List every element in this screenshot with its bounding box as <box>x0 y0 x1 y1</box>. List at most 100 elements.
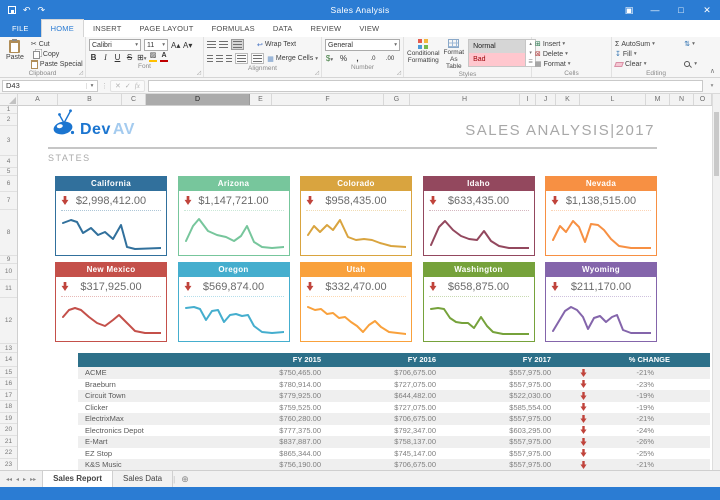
accounting-format-button[interactable]: $▾ <box>325 54 334 63</box>
clear-button[interactable]: Clear ▾ <box>614 59 680 69</box>
comma-style-button[interactable]: , <box>356 54 359 63</box>
row-header-13[interactable]: 13 <box>0 344 17 353</box>
column-header-E[interactable]: E <box>250 94 272 105</box>
enter-formula-icon[interactable]: ✓ <box>124 82 131 90</box>
sheet-tab-sales-report[interactable]: Sales Report <box>42 471 113 487</box>
paste-button[interactable]: Paste <box>3 39 27 62</box>
formula-bar-grip[interactable]: ⋮ <box>101 82 108 90</box>
find-select-button[interactable]: ▾ <box>684 59 697 69</box>
italic-button[interactable]: I <box>104 53 107 62</box>
row-header-1[interactable]: 1 <box>0 106 17 114</box>
row-header-11[interactable]: 11 <box>0 280 17 298</box>
increase-decimal-button[interactable]: .0 <box>370 55 376 62</box>
row-header-15[interactable]: 15 <box>0 367 17 378</box>
redo-icon[interactable]: ↷ <box>37 4 46 15</box>
increase-indent-icon[interactable] <box>251 53 265 64</box>
decrease-decimal-button[interactable]: .00 <box>385 55 395 62</box>
copy-button[interactable]: Copy <box>31 49 83 59</box>
gallery-up-icon[interactable]: ▴ <box>529 41 532 47</box>
column-header-L[interactable]: L <box>580 94 646 105</box>
tab-view[interactable]: VIEW <box>359 24 380 33</box>
close-icon[interactable]: ✕ <box>703 5 711 15</box>
align-top-icon[interactable] <box>207 41 216 48</box>
column-header-C[interactable]: C <box>122 94 146 105</box>
row-header-21[interactable]: 21 <box>0 436 17 447</box>
row-header-7[interactable]: 7 <box>0 192 17 210</box>
delete-cells-button[interactable]: ⊠ Delete ▾ <box>535 50 568 59</box>
decrease-indent-icon[interactable] <box>235 53 249 64</box>
gallery-more-icon[interactable]: ☰ <box>528 59 533 65</box>
insert-function-icon[interactable]: fx <box>134 81 140 90</box>
percent-style-button[interactable]: % <box>339 54 348 63</box>
align-middle-icon[interactable] <box>219 41 228 48</box>
underline-button[interactable]: U <box>114 53 121 62</box>
autosum-button[interactable]: Σ AutoSum ▾ <box>615 40 655 48</box>
row-header-8[interactable]: 8 <box>0 210 17 256</box>
column-header-A[interactable]: A <box>18 94 58 105</box>
tab-formulas[interactable]: FORMULAS <box>211 24 255 33</box>
decrease-font-button[interactable]: A▾ <box>183 40 193 50</box>
align-center-icon[interactable] <box>216 55 223 62</box>
chevron-down-icon[interactable]: ▾ <box>86 82 97 89</box>
number-format-select[interactable]: General ▾ <box>325 39 400 51</box>
cut-button[interactable]: ✂ Cut <box>31 39 83 49</box>
tab-insert[interactable]: INSERT <box>92 24 122 33</box>
format-cells-button[interactable]: ▦ Format ▾ <box>535 60 571 69</box>
prev-sheet-icon[interactable]: ◂ <box>16 476 20 483</box>
undo-icon[interactable]: ↶ <box>23 4 31 15</box>
row-header-5[interactable]: 5 <box>0 168 17 176</box>
row-header-4[interactable]: 4 <box>0 156 17 168</box>
gallery-down-icon[interactable]: ▾ <box>529 50 532 56</box>
save-icon[interactable] <box>8 6 16 14</box>
column-header-K[interactable]: K <box>556 94 580 105</box>
cell-style-bad[interactable]: Bad <box>469 53 526 66</box>
number-dialog-launcher[interactable]: ◿ <box>396 70 401 76</box>
column-header-N[interactable]: N <box>670 94 694 105</box>
font-name-select[interactable]: Calibri ▾ <box>89 39 141 51</box>
column-header-B[interactable]: B <box>58 94 122 105</box>
tab-page-layout[interactable]: PAGE LAYOUT <box>139 24 194 33</box>
new-sheet-icon[interactable]: ⊕ <box>181 473 189 484</box>
align-left-icon[interactable] <box>207 55 214 62</box>
next-sheet-icon[interactable]: ▸ <box>23 476 27 483</box>
first-sheet-icon[interactable]: ◂◂ <box>6 476 13 483</box>
column-header-G[interactable]: G <box>384 94 410 105</box>
row-header-19[interactable]: 19 <box>0 413 17 424</box>
increase-font-button[interactable]: A▴ <box>171 40 181 50</box>
row-header-6[interactable]: 6 <box>0 176 17 192</box>
row-header-18[interactable]: 18 <box>0 401 17 413</box>
cell-style-normal[interactable]: Normal <box>469 40 526 53</box>
row-header-20[interactable]: 20 <box>0 424 17 436</box>
borders-button[interactable]: ⊞▾ <box>137 53 147 62</box>
format-as-table-button[interactable]: Format As Table <box>444 39 464 70</box>
column-header-M[interactable]: M <box>646 94 670 105</box>
name-box[interactable]: D43 ▾ <box>2 79 98 92</box>
tab-review[interactable]: REVIEW <box>310 24 342 33</box>
tab-data[interactable]: DATA <box>272 24 293 33</box>
column-header-F[interactable]: F <box>272 94 384 105</box>
last-sheet-icon[interactable]: ▸▸ <box>30 476 37 483</box>
font-dialog-launcher[interactable]: ◿ <box>196 70 201 76</box>
insert-cells-button[interactable]: ⊞ Insert ▾ <box>535 40 566 49</box>
row-header-9[interactable]: 9 <box>0 256 17 264</box>
clipboard-dialog-launcher[interactable]: ◿ <box>78 70 83 76</box>
align-bottom-icon[interactable] <box>231 39 244 50</box>
tab-file[interactable]: FILE <box>0 20 41 37</box>
row-header-10[interactable]: 10 <box>0 264 17 280</box>
row-header-14[interactable]: 14 <box>0 353 17 367</box>
fill-button[interactable]: ↧ Fill ▾ <box>615 50 637 59</box>
sheet-tab-sales-data[interactable]: Sales Data <box>113 471 174 487</box>
tab-home[interactable]: HOME <box>40 19 84 37</box>
row-header-22[interactable]: 22 <box>0 447 17 459</box>
strikethrough-button[interactable]: S <box>126 53 133 62</box>
wrap-text-button[interactable]: ↩ Wrap Text <box>257 40 296 50</box>
column-header-D[interactable]: D <box>146 94 250 105</box>
minimize-icon[interactable]: — <box>650 5 660 15</box>
font-color-button[interactable]: A <box>160 52 168 62</box>
merge-cells-button[interactable]: ▦ Merge Cells ▾ <box>267 55 319 63</box>
select-all-corner[interactable] <box>0 94 18 105</box>
conditional-formatting-button[interactable]: Conditional Formatting <box>407 39 440 64</box>
row-header-12[interactable]: 12 <box>0 298 17 344</box>
bold-button[interactable]: B <box>90 53 97 62</box>
fill-color-button[interactable]: ▨ <box>149 52 157 62</box>
